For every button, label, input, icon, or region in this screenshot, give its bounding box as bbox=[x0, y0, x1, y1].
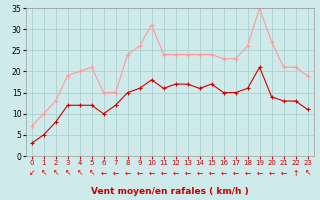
Text: ←: ← bbox=[220, 168, 227, 178]
Text: ←: ← bbox=[184, 168, 191, 178]
Text: ←: ← bbox=[196, 168, 203, 178]
Text: ←: ← bbox=[136, 168, 143, 178]
Text: ↖: ↖ bbox=[40, 168, 47, 178]
Text: ↖: ↖ bbox=[76, 168, 83, 178]
Text: ←: ← bbox=[256, 168, 263, 178]
Text: ←: ← bbox=[100, 168, 107, 178]
Text: ←: ← bbox=[124, 168, 131, 178]
Text: Vent moyen/en rafales ( km/h ): Vent moyen/en rafales ( km/h ) bbox=[91, 188, 248, 196]
Text: ←: ← bbox=[244, 168, 251, 178]
Text: ←: ← bbox=[112, 168, 119, 178]
Text: ←: ← bbox=[160, 168, 167, 178]
Text: ←: ← bbox=[208, 168, 215, 178]
Text: ↖: ↖ bbox=[52, 168, 59, 178]
Text: ←: ← bbox=[280, 168, 287, 178]
Text: ↖: ↖ bbox=[304, 168, 311, 178]
Text: ←: ← bbox=[148, 168, 155, 178]
Text: ↙: ↙ bbox=[28, 168, 35, 178]
Text: ←: ← bbox=[232, 168, 239, 178]
Text: ↑: ↑ bbox=[292, 168, 299, 178]
Text: ←: ← bbox=[268, 168, 275, 178]
Text: ↖: ↖ bbox=[88, 168, 95, 178]
Text: ↖: ↖ bbox=[64, 168, 71, 178]
Text: ←: ← bbox=[172, 168, 179, 178]
